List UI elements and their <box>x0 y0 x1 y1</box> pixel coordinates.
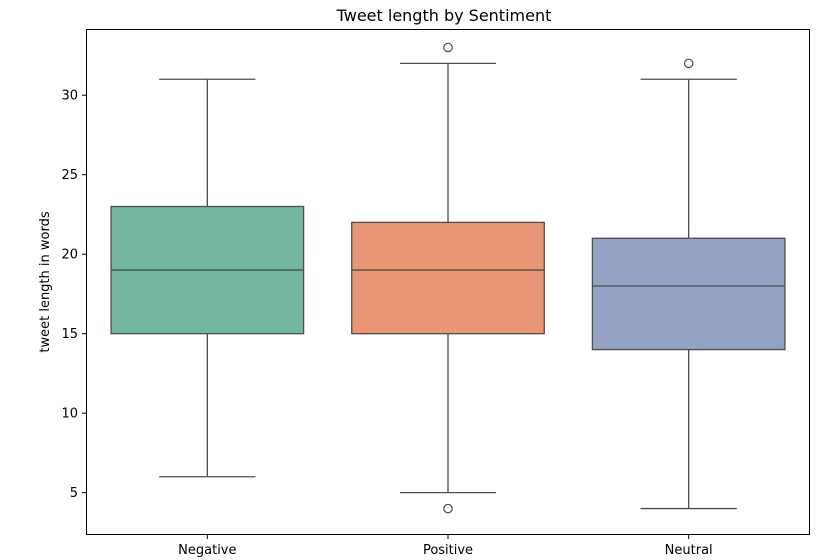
outlier-positive <box>443 42 453 53</box>
plot-area: 5 10 15 20 25 30 Negative Positive Neutral <box>61 42 786 558</box>
y-tick-label: 10 <box>61 407 78 422</box>
outlier-positive <box>443 503 453 514</box>
y-tick-label: 20 <box>61 248 78 263</box>
box-positive <box>351 221 545 335</box>
y-tick-label: 15 <box>61 327 78 342</box>
y-tick-label: 5 <box>70 486 78 501</box>
x-tick-label-negative: Negative <box>178 543 236 558</box>
chart-title: Tweet length by Sentiment <box>336 6 552 25</box>
y-axis-label: tweet length in words <box>38 211 53 352</box>
y-tick-label: 30 <box>61 89 78 104</box>
y-tick-label: 25 <box>61 168 78 183</box>
x-tick-label-positive: Positive <box>423 543 473 558</box>
x-tick-label-neutral: Neutral <box>665 543 713 558</box>
plot-frame <box>86 29 810 535</box>
box-neutral <box>591 237 786 351</box>
outlier-neutral <box>683 58 694 69</box>
